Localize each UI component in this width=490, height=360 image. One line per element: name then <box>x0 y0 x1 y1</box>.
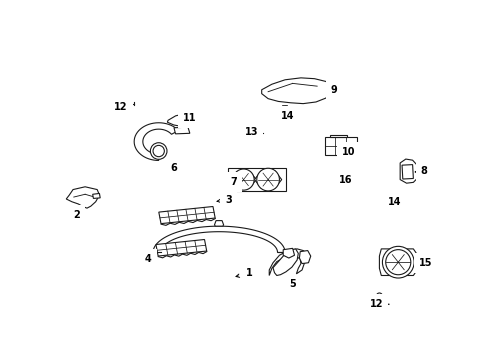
Polygon shape <box>66 187 99 208</box>
Polygon shape <box>262 78 332 104</box>
Circle shape <box>252 131 258 136</box>
Polygon shape <box>153 226 285 252</box>
Text: 14: 14 <box>388 197 401 207</box>
Polygon shape <box>159 207 215 224</box>
Text: 9: 9 <box>330 85 338 95</box>
Polygon shape <box>283 248 294 258</box>
Polygon shape <box>134 123 178 161</box>
Text: 5: 5 <box>289 279 296 289</box>
Polygon shape <box>93 193 100 198</box>
Text: 3: 3 <box>217 195 232 205</box>
Circle shape <box>153 145 164 157</box>
Text: 2: 2 <box>74 210 81 220</box>
Text: 12: 12 <box>369 299 383 309</box>
Polygon shape <box>325 138 357 156</box>
Circle shape <box>233 169 254 190</box>
Polygon shape <box>273 249 298 275</box>
Text: 12: 12 <box>114 102 128 112</box>
Text: 15: 15 <box>418 258 432 268</box>
Polygon shape <box>231 171 256 188</box>
Text: 10: 10 <box>342 147 355 157</box>
Polygon shape <box>254 171 282 188</box>
Circle shape <box>123 101 128 106</box>
Polygon shape <box>299 251 311 264</box>
Circle shape <box>150 143 167 159</box>
Text: 7: 7 <box>231 177 238 187</box>
Text: 14: 14 <box>281 111 295 121</box>
Text: 4: 4 <box>145 254 152 264</box>
Polygon shape <box>228 168 286 191</box>
Polygon shape <box>168 114 194 126</box>
Polygon shape <box>156 239 207 256</box>
Text: 13: 13 <box>245 127 259 138</box>
Text: 16: 16 <box>339 175 352 185</box>
Circle shape <box>386 249 411 275</box>
Circle shape <box>376 293 382 299</box>
Circle shape <box>257 168 279 191</box>
Polygon shape <box>269 249 307 275</box>
Polygon shape <box>330 135 347 138</box>
Polygon shape <box>379 249 417 275</box>
Circle shape <box>250 129 259 138</box>
Text: 11: 11 <box>183 113 197 123</box>
Text: 8: 8 <box>415 166 427 176</box>
Text: 1: 1 <box>236 268 253 278</box>
Circle shape <box>382 246 414 278</box>
Polygon shape <box>174 127 190 134</box>
Polygon shape <box>215 221 223 226</box>
Polygon shape <box>400 159 417 183</box>
Polygon shape <box>402 165 414 179</box>
Text: 6: 6 <box>171 163 177 174</box>
